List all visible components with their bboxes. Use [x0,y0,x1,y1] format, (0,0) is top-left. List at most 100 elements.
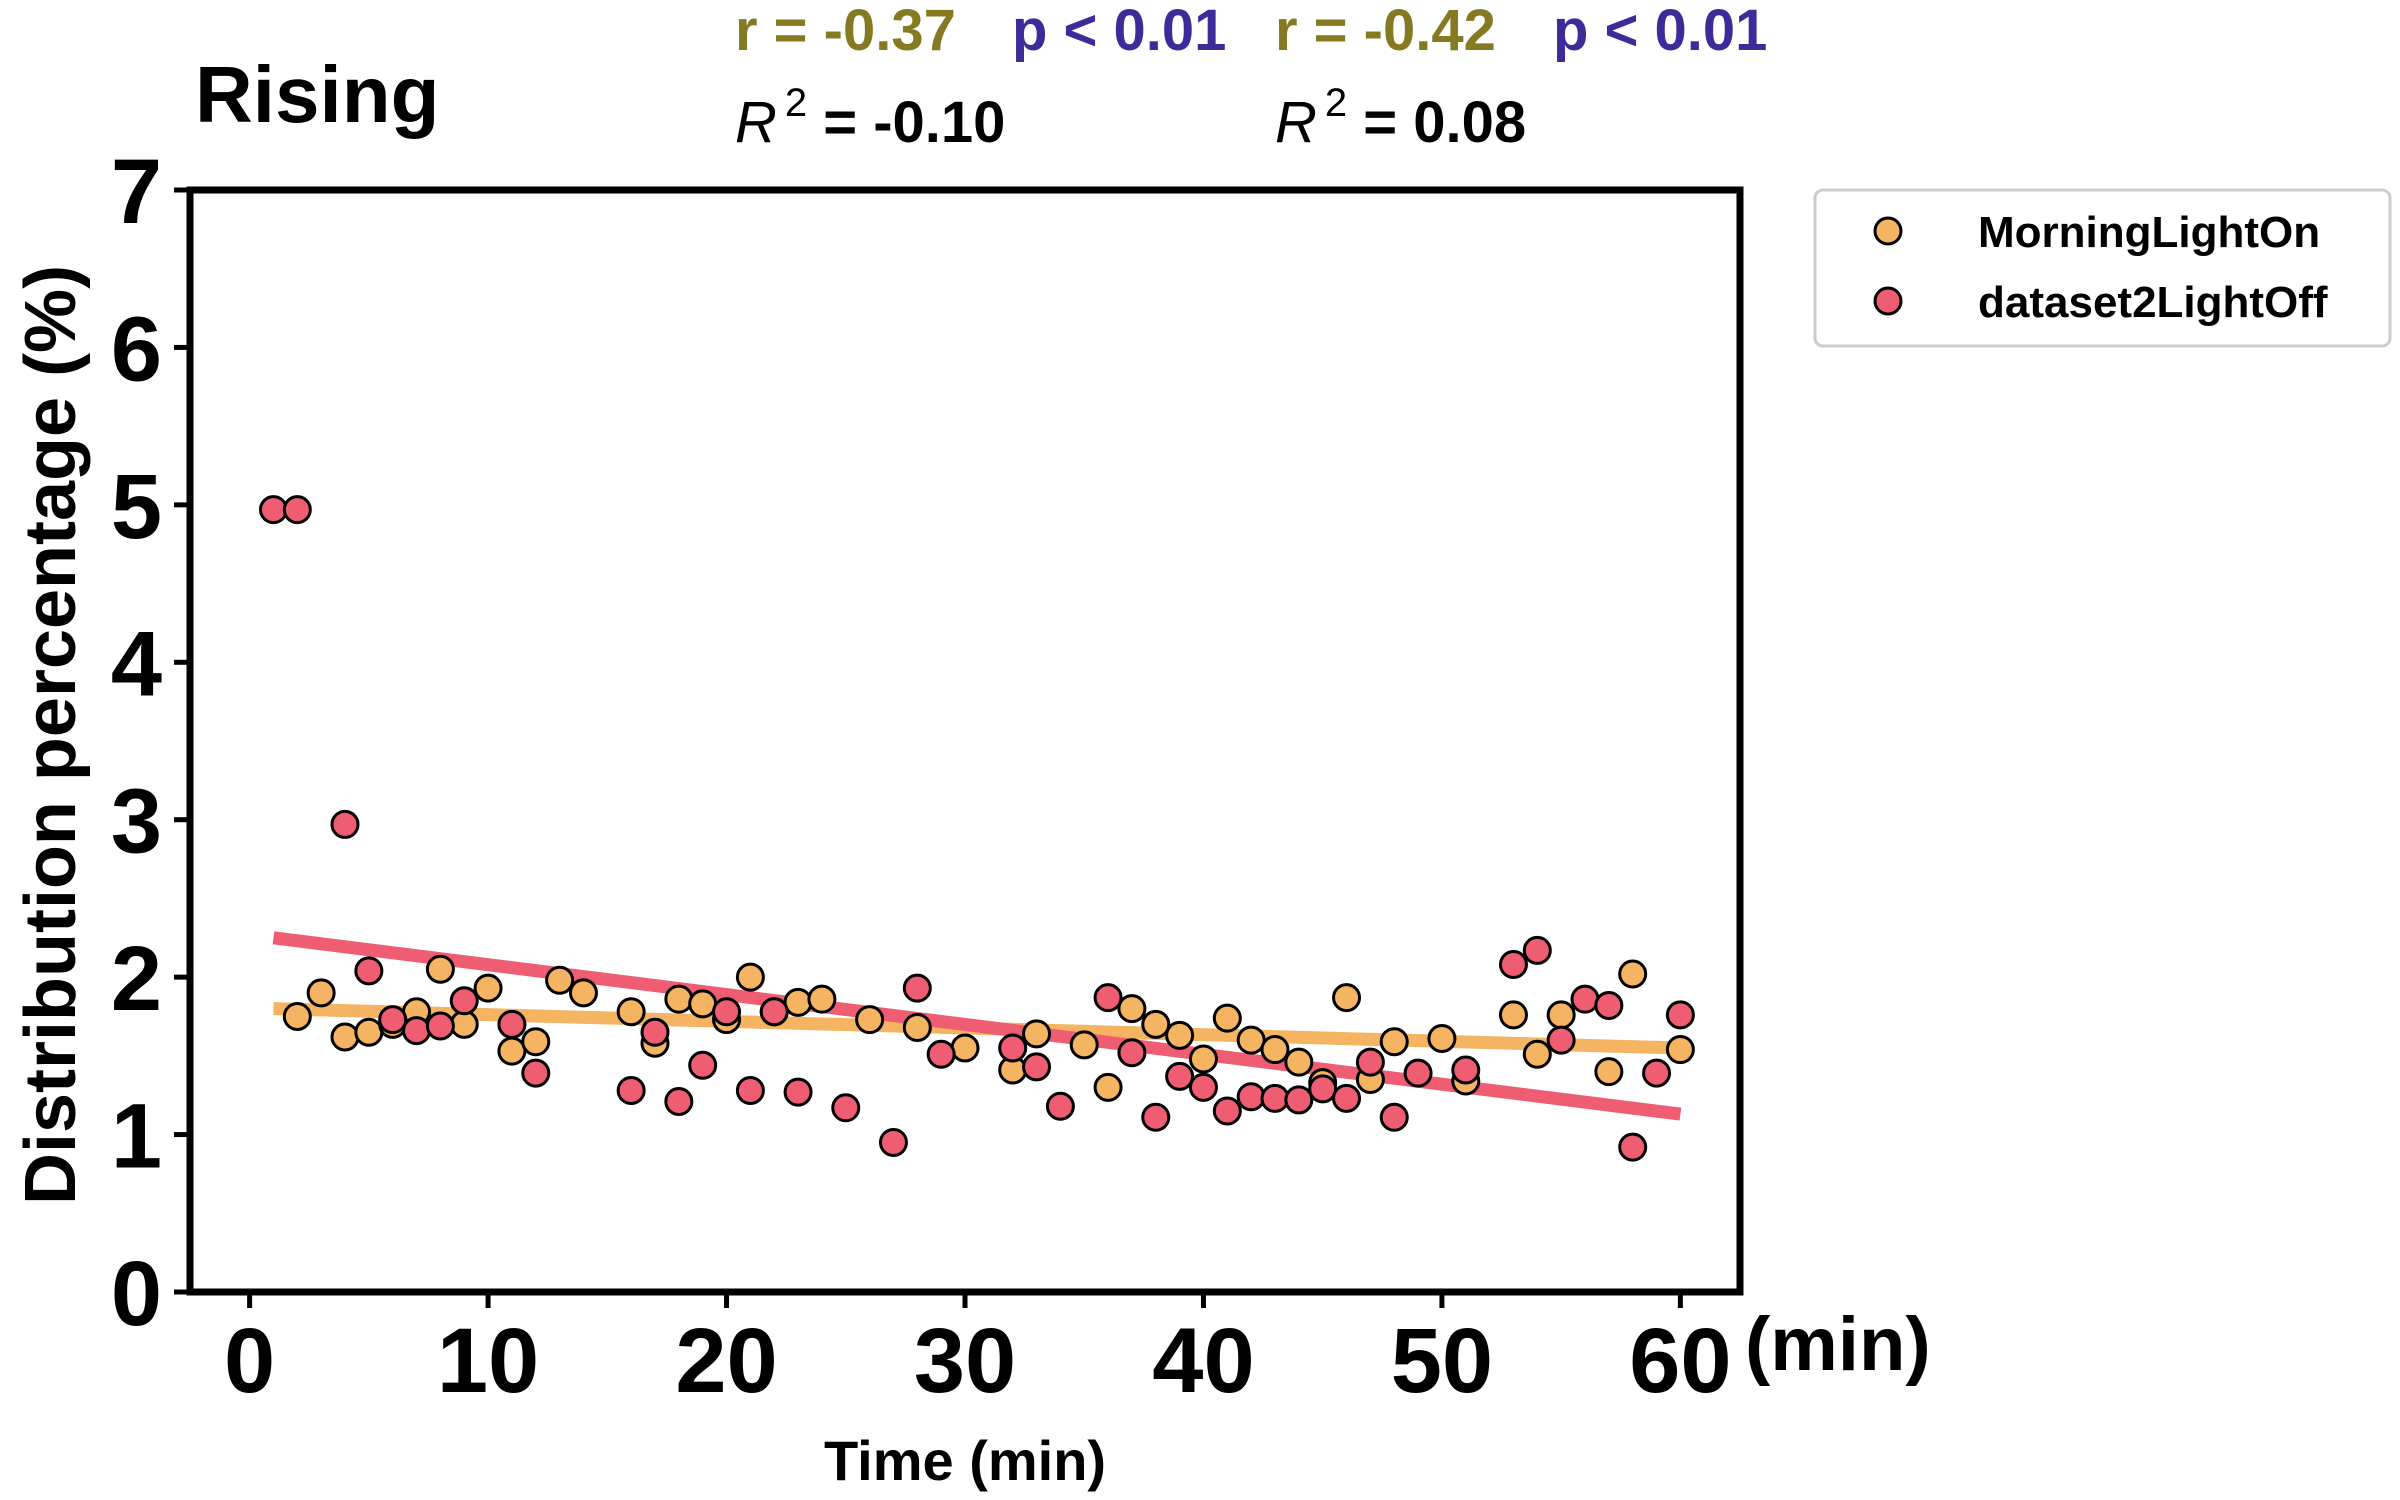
data-point-morninglighton [902,1013,932,1043]
data-point-dataset2lightoff [616,1075,646,1105]
stats-2-r2-sup: 2 [1325,81,1347,125]
x-tick-label: 60 [1629,1310,1731,1412]
data-point-dataset2lightoff [735,1075,765,1105]
y-tick-label: 0 [111,1243,162,1345]
data-point-morninglighton [568,978,598,1008]
data-point-morninglighton [306,978,336,1008]
stats-1-r2-value: = -0.10 [807,90,1005,155]
data-point-dataset2lightoff [712,997,742,1027]
data-point-dataset2lightoff [521,1058,551,1088]
stats-2-r: r = -0.42 [1275,0,1496,63]
data-point-morninglighton [1498,1000,1528,1030]
data-point-dataset2lightoff [1093,983,1123,1013]
data-point-dataset2lightoff [330,809,360,839]
x-axis-unit: (min) [1745,1302,1931,1387]
data-point-morninglighton [282,1002,312,1031]
data-point-morninglighton [1427,1024,1457,1054]
data-point-dataset2lightoff [1570,984,1600,1014]
data-point-dataset2lightoff [1284,1085,1314,1115]
x-tick-label: 20 [675,1310,777,1412]
data-point-dataset2lightoff [1022,1052,1052,1082]
stats-2-p: p < 0.01 [1553,0,1767,63]
data-point-dataset2lightoff [878,1127,908,1157]
data-point-morninglighton [1260,1035,1290,1065]
data-point-morninglighton [473,973,503,1003]
data-point-morninglighton [950,1033,980,1063]
data-point-dataset2lightoff [1451,1055,1481,1085]
data-point-morninglighton [545,965,575,995]
stats-1-p: p < 0.01 [1012,0,1226,63]
data-point-morninglighton [449,1009,479,1039]
data-point-morninglighton [1594,1057,1624,1087]
trend-line-dataset2lightoff [272,931,1682,1121]
y-tick-label: 2 [111,928,162,1030]
data-point-dataset2lightoff [1045,1091,1075,1121]
data-point-morninglighton [1093,1072,1123,1102]
data-point-dataset2lightoff [1642,1058,1672,1088]
y-tick-label: 7 [111,141,162,243]
x-tick-label: 40 [1152,1310,1254,1412]
data-point-dataset2lightoff [449,986,479,1016]
data-point-dataset2lightoff [402,1016,432,1046]
data-point-morninglighton [1522,1039,1552,1069]
x-tick-label: 10 [437,1310,539,1412]
y-axis-label: Distribution percentage (%) [11,265,91,1205]
data-point-dataset2lightoff [1141,1102,1171,1132]
data-point-dataset2lightoff [1594,990,1624,1020]
stats-1-r2-sup: 2 [785,81,807,125]
y-tick-label: 4 [111,613,162,715]
data-point-dataset2lightoff [664,1087,694,1117]
chart-title: Rising [195,50,439,139]
data-point-morninglighton [1546,1000,1576,1030]
data-point-dataset2lightoff [1665,1000,1695,1030]
data-point-dataset2lightoff [1403,1058,1433,1088]
legend-marker-morninglighton [1873,216,1903,246]
data-point-dataset2lightoff [1498,950,1528,980]
data-point-morninglighton [1665,1035,1695,1065]
data-point-dataset2lightoff [1212,1096,1242,1126]
data-point-morninglighton [1236,1025,1266,1055]
data-point-dataset2lightoff [783,1077,813,1107]
legend-marker-dataset2lightoff [1873,286,1903,316]
axis-ticks: 0 10 20 30 40 50 60 0 1 2 3 4 5 6 7 [111,141,1732,1412]
stats-1-r: r = -0.37 [735,0,956,63]
legend-label-morninglighton: MorningLightOn [1978,208,2320,257]
data-point-dataset2lightoff [1522,935,1552,965]
x-tick-label: 30 [914,1310,1016,1412]
data-point-morninglighton [783,987,813,1017]
stats-1-r2-label: R [735,90,777,155]
data-point-morninglighton [855,1005,885,1035]
data-point-dataset2lightoff [1165,1061,1195,1091]
plot-frame [186,186,1744,1296]
data-points [258,495,1695,1162]
data-point-dataset2lightoff [1546,1025,1576,1055]
data-point-dataset2lightoff [1355,1047,1385,1077]
stats-2-r2-value: = 0.08 [1347,90,1526,155]
data-point-morninglighton [807,984,837,1014]
data-point-morninglighton [1379,1027,1409,1057]
data-point-dataset2lightoff [759,997,789,1027]
y-tick-label: 6 [111,298,162,400]
data-point-morninglighton [1188,1044,1218,1074]
data-point-dataset2lightoff [926,1039,956,1069]
data-point-morninglighton [1165,1020,1195,1050]
data-point-morninglighton [688,989,718,1019]
data-point-morninglighton [616,997,646,1027]
x-axis-label: Time (min) [824,1429,1106,1492]
data-point-morninglighton [521,1027,551,1057]
data-point-morninglighton [1332,983,1362,1013]
data-point-morninglighton [1618,959,1648,989]
data-point-dataset2lightoff [1260,1083,1290,1113]
x-tick-label: 50 [1391,1310,1493,1412]
data-point-morninglighton [735,962,765,992]
data-point-morninglighton [1022,1019,1052,1049]
data-point-morninglighton [354,1017,384,1047]
data-point-dataset2lightoff [1236,1082,1266,1112]
data-point-dataset2lightoff [902,973,932,1003]
data-point-morninglighton [1069,1030,1099,1060]
data-point-dataset2lightoff [998,1033,1028,1063]
data-point-morninglighton [1284,1047,1314,1077]
